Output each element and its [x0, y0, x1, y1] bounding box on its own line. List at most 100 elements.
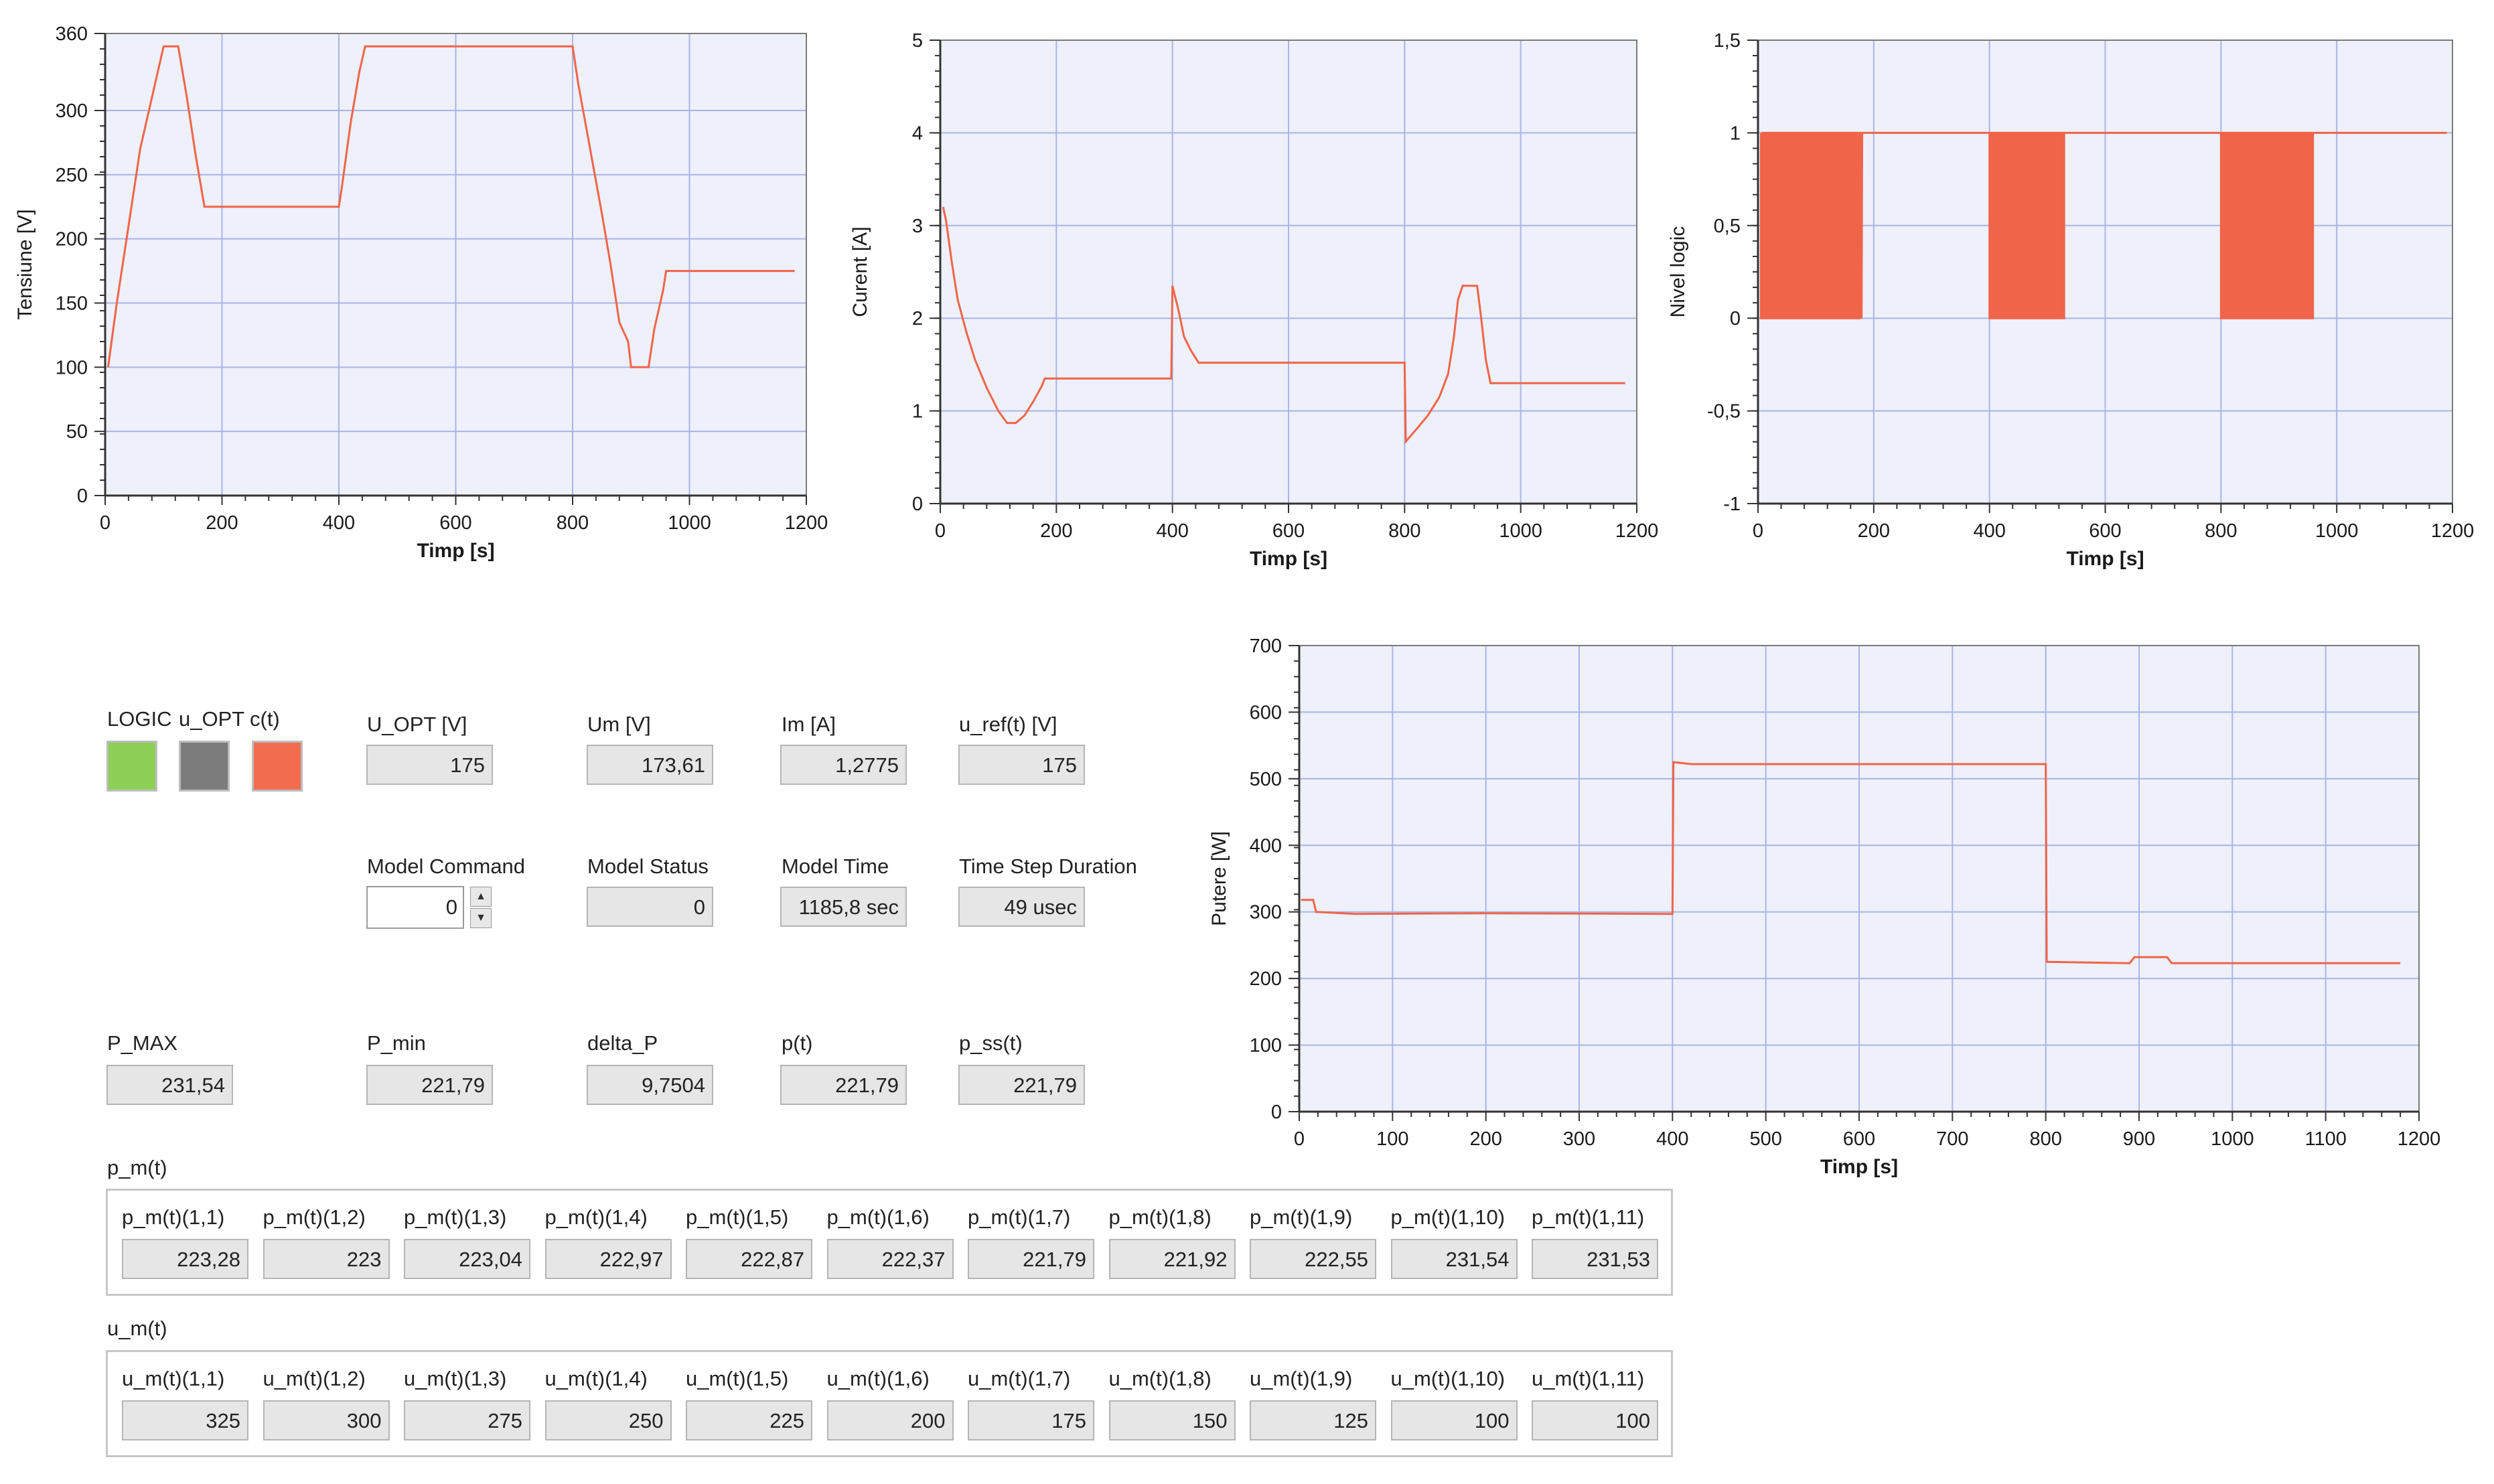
x-axis-label: Timp [s]: [1820, 1156, 1898, 1178]
x-tick-label: 400: [1156, 520, 1188, 542]
plot-area: [940, 40, 1637, 504]
model-command-decrement-button[interactable]: ▼: [470, 908, 492, 928]
u-m-element-value: 150: [1108, 1400, 1236, 1440]
plot-frame: [1299, 645, 2420, 1112]
y-tick-label: 50: [66, 421, 88, 443]
u-m-element-label: u_m(t)(1,11): [1532, 1367, 1645, 1390]
p-m-cluster-title: p_m(t): [107, 1156, 167, 1179]
y-tick-label: 0: [77, 486, 88, 507]
u-m-element-label: u_m(t)(1,10): [1390, 1367, 1506, 1390]
um-value: 173,61: [587, 745, 713, 785]
plot-frame: [1757, 40, 2453, 504]
p-m-element-label: p_m(t)(1,8): [1108, 1205, 1212, 1229]
u-m-cluster-title: u_m(t): [107, 1317, 167, 1340]
x-tick-label: 600: [2089, 520, 2121, 542]
logic-led: [106, 741, 157, 792]
x-tick-label: 1000: [2315, 520, 2359, 542]
x-tick-label: 0: [1294, 1128, 1305, 1150]
p-min-value: 221,79: [366, 1065, 493, 1105]
u-m-element-value: 200: [826, 1400, 954, 1440]
p-m-element-value: 222,97: [544, 1239, 672, 1279]
y-tick-label: 1,5: [1714, 30, 1741, 52]
y-axis-label: Tensiune [V]: [14, 209, 36, 319]
plot-frame: [104, 33, 807, 496]
p-m-element-value: 223,28: [122, 1239, 248, 1279]
p-m-element-value: 223,04: [404, 1239, 530, 1279]
p-m-element-label: p_m(t)(1,9): [1250, 1205, 1353, 1229]
x-tick-label: 200: [1040, 520, 1072, 542]
ct-led-label: c(t): [250, 707, 280, 731]
x-tick-label: 1000: [1499, 520, 1542, 542]
u-ref-value: 175: [958, 745, 1085, 785]
p-m-element-value: 222,55: [1250, 1239, 1376, 1279]
x-tick-label: 600: [1272, 520, 1305, 542]
u-opt-label: U_OPT [V]: [367, 713, 467, 736]
model-command-input[interactable]: 0: [366, 886, 464, 929]
x-tick-label: 200: [1469, 1128, 1501, 1150]
p-m-element-label: p_m(t)(1,5): [686, 1205, 789, 1229]
u-m-element-value: 325: [122, 1400, 248, 1440]
time-step-label: Time Step Duration: [959, 855, 1137, 878]
x-tick-label: 400: [1973, 520, 2005, 542]
y-tick-label: 150: [56, 293, 88, 315]
x-tick-label: 700: [1936, 1128, 1968, 1150]
y-tick-label: -0,5: [1707, 401, 1741, 423]
x-tick-label: 200: [206, 512, 238, 534]
x-tick-label: 0: [1753, 520, 1763, 542]
y-tick-label: 0,5: [1714, 216, 1741, 237]
y-tick-label: 1: [912, 401, 923, 423]
x-tick-label: 600: [1843, 1128, 1875, 1150]
u-m-element-label: u_m(t)(1,2): [263, 1367, 366, 1390]
y-tick-label: 200: [56, 229, 88, 250]
u-m-element-value: 175: [968, 1400, 1094, 1440]
p-t-label: p(t): [782, 1031, 813, 1055]
model-status-label: Model Status: [587, 855, 709, 878]
u-ref-label: u_ref(t) [V]: [959, 713, 1057, 736]
y-tick-label: 600: [1250, 702, 1282, 723]
model-command-increment-button[interactable]: ▲: [470, 887, 492, 907]
y-axis-label: Curent [A]: [849, 226, 871, 317]
u-m-element-value: 100: [1390, 1400, 1518, 1440]
y-tick-label: 4: [912, 123, 923, 144]
x-tick-label: 800: [2029, 1128, 2061, 1150]
u-m-element-label: u_m(t)(1,9): [1250, 1367, 1353, 1390]
p-m-element-value: 223: [263, 1239, 390, 1279]
y-tick-label: 300: [1250, 902, 1282, 923]
model-command-label: Model Command: [367, 855, 526, 878]
p-m-element-label: p_m(t)(1,3): [404, 1205, 507, 1229]
y-axis-label: Putere [W]: [1208, 831, 1230, 926]
delta-p-label: delta_P: [587, 1031, 658, 1055]
x-tick-label: 800: [1388, 520, 1420, 542]
x-tick-label: 1200: [1615, 520, 1659, 542]
p-ss-value: 221,79: [958, 1065, 1085, 1105]
x-tick-label: 0: [100, 512, 111, 534]
y-tick-label: 100: [1250, 1035, 1282, 1057]
x-axis-label: Timp [s]: [2066, 548, 2144, 570]
x-tick-label: 900: [2123, 1128, 2155, 1150]
y-tick-label: 360: [56, 23, 88, 45]
model-status-value: 0: [587, 887, 713, 927]
x-tick-label: 800: [557, 512, 589, 534]
delta-p-value: 9,7504: [587, 1065, 713, 1105]
u-m-element-value: 275: [404, 1400, 530, 1440]
y-tick-label: 100: [56, 357, 88, 378]
x-tick-label: 800: [2205, 520, 2237, 542]
p-m-element-label: p_m(t)(1,4): [544, 1205, 648, 1229]
x-tick-label: 1000: [2211, 1128, 2254, 1150]
uopt-led: [179, 741, 230, 792]
y-tick-label: 300: [56, 100, 88, 122]
y-tick-label: 200: [1250, 968, 1282, 990]
u-m-element-label: u_m(t)(1,7): [968, 1367, 1071, 1390]
x-axis-label: Timp [s]: [417, 540, 494, 562]
logic-led-label: LOGIC: [107, 707, 172, 731]
y-tick-label: 5: [912, 30, 923, 52]
series-line: [1301, 761, 2401, 964]
p-m-element-value: 231,53: [1532, 1239, 1658, 1279]
x-tick-label: 600: [439, 512, 471, 534]
p-m-element-label: p_m(t)(1,7): [968, 1205, 1071, 1229]
p-max-value: 231,54: [106, 1065, 233, 1105]
x-tick-label: 400: [1656, 1128, 1688, 1150]
x-tick-label: 200: [1858, 520, 1890, 542]
uopt-led-label: u_OPT: [179, 707, 245, 731]
x-tick-label: 400: [323, 512, 355, 534]
